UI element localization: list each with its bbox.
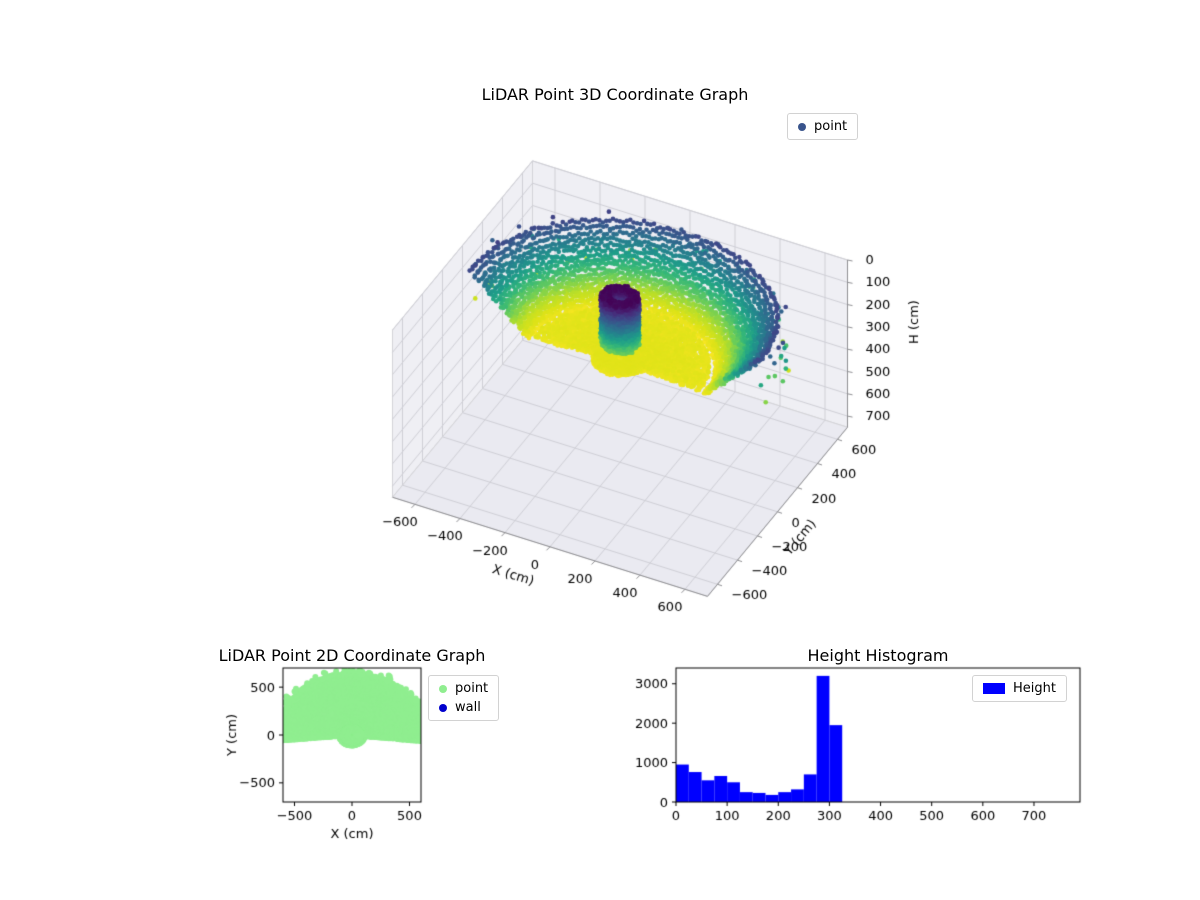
plot2d-legend: point wall (428, 675, 500, 721)
point-marker-icon (798, 122, 806, 131)
plot2d-legend-item-wall: wall (439, 700, 488, 715)
plot2d-legend-label-wall: wall (455, 700, 481, 715)
histogram-legend-label: Height (1013, 681, 1056, 696)
wall-marker-icon (439, 703, 447, 712)
plot2d-title: LiDAR Point 2D Coordinate Graph (218, 646, 486, 665)
plot2d-legend-item-point: point (439, 681, 488, 696)
histogram-legend-item-height: Height (983, 681, 1056, 696)
histogram-legend: Height (972, 675, 1067, 702)
histogram-title: Height Histogram (807, 646, 949, 665)
plot3d-title: LiDAR Point 3D Coordinate Graph (481, 85, 749, 104)
plot2d-legend-label-point: point (455, 681, 489, 696)
plot3d-legend: point (787, 113, 859, 140)
plot3d-legend-item-point: point (798, 119, 847, 134)
plot3d-legend-label: point (814, 119, 848, 134)
height-swatch-icon (983, 683, 1005, 694)
point-2d-marker-icon (439, 684, 447, 693)
